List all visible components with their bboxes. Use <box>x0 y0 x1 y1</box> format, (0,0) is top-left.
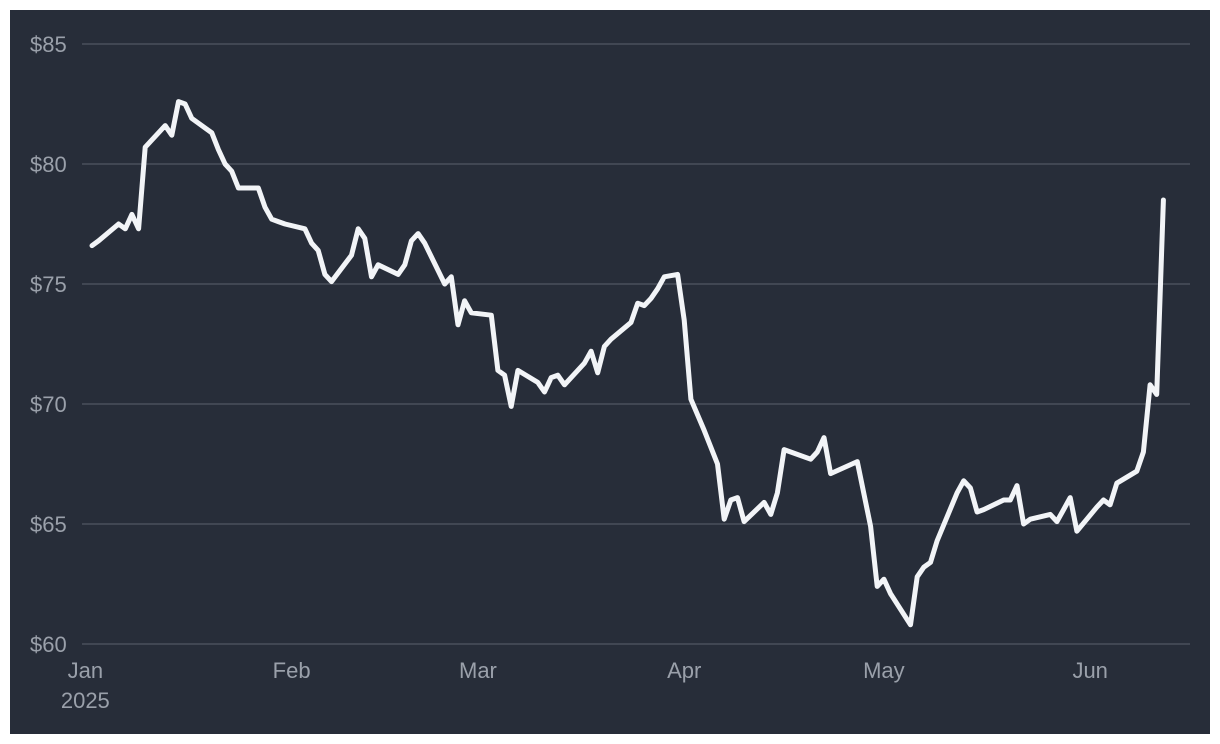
chart-canvas: $85 $80 $75 $70 $65 $60 Jan 2025 Feb Mar Apr May Ju… <box>30 32 1190 713</box>
x-axis-ticks: Jan 2025 Feb Mar Apr May Jun <box>61 658 1108 713</box>
x-tick-year-label: 2025 <box>61 688 110 713</box>
y-tick-label: $65 <box>30 512 67 537</box>
x-tick-label: Feb <box>273 658 311 683</box>
series-layer <box>89 99 1166 628</box>
y-tick-label: $80 <box>30 152 67 177</box>
x-tick-label: Apr <box>667 658 701 683</box>
y-tick-label: $85 <box>30 32 67 57</box>
x-tick-label: May <box>863 658 905 683</box>
y-axis-ticks: $85 $80 $75 $70 $65 $60 <box>30 32 67 657</box>
price-series-line <box>89 99 1166 628</box>
y-tick-label: $70 <box>30 392 67 417</box>
stock-price-line-chart: $85 $80 $75 $70 $65 $60 Jan 2025 Feb Mar Apr May Ju… <box>10 10 1210 734</box>
x-tick-label: Jun <box>1072 658 1107 683</box>
y-tick-label: $75 <box>30 272 67 297</box>
x-tick-label: Jan <box>68 658 103 683</box>
y-tick-label: $60 <box>30 632 67 657</box>
gridlines <box>82 43 1190 645</box>
x-tick-label: Mar <box>459 658 497 683</box>
